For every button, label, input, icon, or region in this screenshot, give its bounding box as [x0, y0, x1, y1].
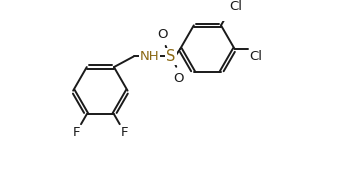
Text: S: S [166, 49, 176, 64]
Text: F: F [72, 126, 80, 139]
Text: Cl: Cl [249, 50, 262, 63]
Text: NH: NH [139, 50, 159, 63]
Text: O: O [173, 72, 184, 85]
Text: F: F [121, 126, 128, 139]
Text: O: O [157, 28, 168, 41]
Text: Cl: Cl [229, 0, 242, 13]
